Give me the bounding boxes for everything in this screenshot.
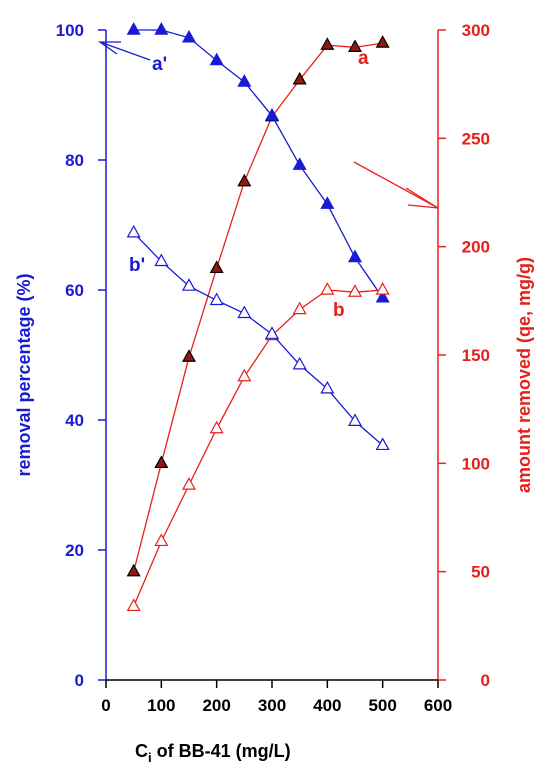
data-point [154, 253, 169, 267]
data-point [126, 598, 141, 612]
right-axis-ticks: 0 50 100 150 200 250 300 [438, 21, 490, 690]
data-point [375, 35, 390, 48]
right-tick-label: 0 [481, 671, 490, 690]
data-point [320, 37, 335, 50]
right-tick-label: 100 [462, 454, 490, 473]
left-tick-label: 60 [65, 281, 84, 300]
data-point [347, 39, 363, 53]
data-point [209, 292, 224, 306]
data-point [237, 368, 252, 382]
x-axis-title: Ci of BB-41 (mg/L) [135, 741, 291, 765]
series-label-a-prime: a' [152, 54, 167, 75]
x-tick-label: 100 [147, 696, 175, 715]
series-label-b: b [333, 300, 345, 321]
data-point [126, 22, 141, 35]
data-point [237, 173, 252, 187]
data-point [181, 477, 197, 490]
series-a-prime [126, 22, 390, 303]
data-point [154, 455, 169, 469]
data-point [320, 380, 335, 394]
data-point [126, 224, 141, 238]
axes [105, 30, 439, 681]
data-point [375, 437, 390, 451]
x-tick-label: 300 [258, 696, 286, 715]
x-tick-label: 400 [313, 696, 341, 715]
data-point [126, 563, 141, 577]
data-point [292, 301, 307, 315]
left-tick-label: 80 [65, 151, 84, 170]
data-point [320, 196, 335, 209]
x-tick-label: 600 [424, 696, 452, 715]
data-point [292, 71, 307, 85]
x-axis-title-main: C [135, 741, 148, 761]
data-point [264, 326, 280, 339]
right-tick-label: 300 [462, 21, 490, 40]
arrow-to-left-axis [99, 41, 151, 61]
series-line [133, 289, 383, 607]
data-point [237, 74, 252, 87]
data-point [375, 282, 390, 295]
left-tick-label: 0 [75, 671, 84, 690]
data-point [375, 289, 390, 303]
series-layer [126, 22, 390, 612]
x-axis-title-rest: of BB-41 (mg/L) [152, 741, 291, 761]
data-point [292, 157, 307, 170]
right-tick-label: 150 [462, 346, 490, 365]
data-point [347, 413, 363, 427]
data-point [264, 107, 280, 121]
data-point [209, 52, 224, 66]
series-a [126, 35, 390, 577]
data-point [154, 533, 169, 547]
right-tick-label: 50 [471, 563, 490, 582]
series-b [126, 282, 390, 612]
right-axis-title: amount removed (qe, mg/g) [514, 257, 534, 493]
arrow-head-left [97, 41, 121, 55]
series-line [133, 232, 384, 446]
left-axis-title: removal percentage (%) [14, 273, 34, 476]
data-point [320, 282, 335, 295]
arrow-to-right-axis [353, 161, 439, 209]
x-axis-ticks: 0 100 200 300 400 500 600 [101, 680, 452, 715]
data-point [292, 356, 307, 370]
right-tick-label: 200 [462, 238, 490, 257]
x-axis-title-subscript: i [148, 750, 152, 765]
data-point [237, 305, 252, 319]
annotation-layer: a' a b' b [97, 41, 439, 321]
data-point [181, 278, 197, 291]
series-b-prime [126, 224, 390, 451]
left-axis-ticks: 0 20 40 60 80 100 [56, 21, 106, 690]
x-tick-label: 200 [202, 696, 230, 715]
data-point [347, 249, 363, 263]
right-tick-label: 250 [462, 129, 490, 148]
left-tick-label: 20 [65, 541, 84, 560]
data-point [181, 349, 197, 362]
left-tick-label: 100 [56, 21, 84, 40]
data-point [347, 284, 363, 297]
series-line [133, 29, 384, 299]
series-line [133, 42, 383, 572]
series-label-a: a [358, 48, 369, 69]
data-point [209, 420, 224, 434]
data-point [181, 29, 197, 43]
arrow-head-right [405, 187, 439, 209]
data-point [209, 260, 224, 274]
data-point [154, 22, 169, 35]
x-tick-label: 0 [101, 696, 110, 715]
series-label-b-prime: b' [129, 255, 145, 276]
x-tick-label: 500 [368, 696, 396, 715]
left-tick-label: 40 [65, 411, 84, 430]
